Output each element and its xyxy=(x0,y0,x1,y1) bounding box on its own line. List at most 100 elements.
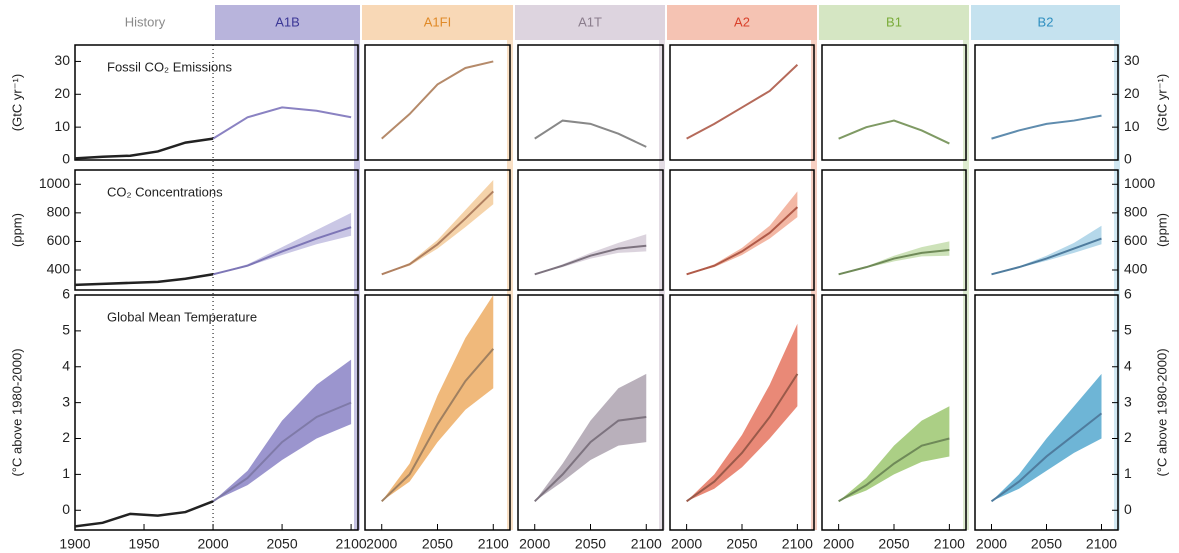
header-label: B2 xyxy=(1038,14,1054,29)
x-tick-label: 1900 xyxy=(59,536,90,552)
y-tick-label-right: 30 xyxy=(1124,52,1140,68)
x-tick-label: 2100 xyxy=(631,536,662,552)
panel-frame xyxy=(74,294,359,531)
y-tick-label-right: 1 xyxy=(1124,465,1132,481)
x-tick-label: 2000 xyxy=(671,536,702,552)
line xyxy=(838,437,950,503)
y-tick-label: 5 xyxy=(62,322,70,338)
y-tick-label-right: 400 xyxy=(1124,261,1148,277)
header-label: A1FI xyxy=(424,14,451,29)
line xyxy=(838,119,950,145)
panel-frame xyxy=(74,169,359,291)
y-tick-label: 4 xyxy=(62,357,70,373)
panel-frame xyxy=(974,169,1119,291)
y-tick-label: 800 xyxy=(47,204,71,220)
series xyxy=(838,241,950,276)
panel-frame xyxy=(517,294,664,531)
series xyxy=(75,500,214,528)
series xyxy=(534,373,647,503)
range-band xyxy=(686,191,798,275)
header-label: A1T xyxy=(578,14,602,29)
header-label: B1 xyxy=(886,14,902,29)
header-bg xyxy=(819,5,969,40)
panel-frame xyxy=(821,169,967,291)
y-axis-label-right: (°C above 1980-2000) xyxy=(1154,348,1169,476)
x-tick-label: 2000 xyxy=(366,536,397,552)
header-strip xyxy=(354,40,360,530)
series xyxy=(381,295,495,503)
panel-frame xyxy=(974,294,1119,531)
header-label: A2 xyxy=(734,14,750,29)
header-bg xyxy=(667,5,817,40)
y-tick-label: 6 xyxy=(62,286,70,302)
series xyxy=(75,137,214,160)
y-tick-label-right: 2 xyxy=(1124,429,1132,445)
series xyxy=(75,273,214,287)
x-tick-label: 2050 xyxy=(266,536,297,552)
y-tick-label-right: 1000 xyxy=(1124,175,1155,191)
y-tick-label-right: 800 xyxy=(1124,204,1148,220)
header-bg xyxy=(362,5,513,40)
y-tick-label: 10 xyxy=(54,118,70,134)
line xyxy=(212,401,352,503)
line xyxy=(686,373,799,503)
y-tick-label-right: 6 xyxy=(1124,286,1132,302)
panel-frame xyxy=(669,294,815,531)
panel-frame xyxy=(74,44,359,161)
range-band xyxy=(381,180,494,275)
x-tick-label: 2100 xyxy=(934,536,965,552)
y-tick-label-right: 20 xyxy=(1124,85,1140,101)
y-axis-label: (°C above 1980-2000) xyxy=(9,348,24,476)
header-bg xyxy=(971,5,1120,40)
line xyxy=(990,412,1103,503)
y-tick-label-right: 0 xyxy=(1124,151,1132,167)
series xyxy=(838,406,950,503)
range-band xyxy=(213,359,352,502)
y-tick-label: 0 xyxy=(62,501,70,517)
x-tick-label: 1950 xyxy=(128,536,159,552)
series xyxy=(991,114,1102,140)
y-axis-label-right: (ppm) xyxy=(1154,213,1169,247)
series xyxy=(212,212,352,276)
range-band xyxy=(381,295,494,502)
y-tick-label-right: 3 xyxy=(1124,393,1132,409)
series xyxy=(381,60,494,140)
line xyxy=(381,190,494,276)
line xyxy=(381,348,495,503)
line xyxy=(75,137,214,160)
line xyxy=(534,119,647,148)
y-tick-label: 0 xyxy=(62,151,70,167)
range-band xyxy=(534,373,647,502)
series xyxy=(838,119,950,145)
y-tick-label: 30 xyxy=(54,52,70,68)
header-bg xyxy=(515,5,665,40)
y-tick-label-right: 10 xyxy=(1124,118,1140,134)
panel-frame xyxy=(364,169,511,291)
panel-frame xyxy=(364,44,511,161)
y-tick-label: 20 xyxy=(54,85,70,101)
panel-frame xyxy=(821,294,967,531)
panel-frame xyxy=(669,169,815,291)
y-tick-label: 3 xyxy=(62,393,70,409)
line xyxy=(212,226,352,276)
y-axis-label-right: (GtC yr⁻¹) xyxy=(1154,74,1169,131)
y-tick-label: 1 xyxy=(62,465,70,481)
y-tick-label-right: 5 xyxy=(1124,322,1132,338)
header-strip xyxy=(1114,40,1120,530)
series xyxy=(991,225,1102,276)
panel-title: CO₂ Concentrations xyxy=(107,184,223,199)
line xyxy=(991,114,1102,140)
series xyxy=(212,106,352,140)
line xyxy=(534,244,647,276)
y-axis-label: (ppm) xyxy=(9,213,24,247)
x-tick-label: 2050 xyxy=(1031,536,1062,552)
header-bg xyxy=(75,5,215,40)
panel-frame xyxy=(974,44,1119,161)
x-tick-label: 2000 xyxy=(823,536,854,552)
x-tick-label: 2100 xyxy=(478,536,509,552)
range-band xyxy=(534,234,647,275)
header-label: History xyxy=(125,14,166,29)
y-tick-label: 400 xyxy=(47,261,71,277)
x-tick-label: 2000 xyxy=(976,536,1007,552)
series xyxy=(990,373,1103,503)
